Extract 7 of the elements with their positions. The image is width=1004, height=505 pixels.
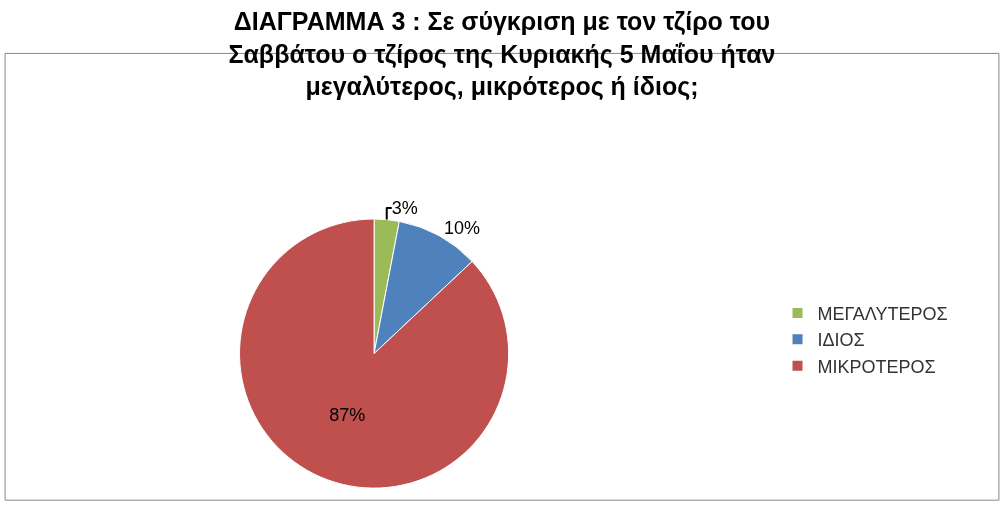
chart-title: ΔΙΑΓΡΑΜΜΑ 3 : Σε σύγκριση με τον τζίρο του Σαββάτου ο τζίρος της Κυριακής 5 Μαΐου ήταν μεγαλύτερος, μικρότερος ή ίδιος; xyxy=(228,7,776,102)
legend-label: ΜΙΚΡΟΤΕΡΟΣ xyxy=(817,356,936,377)
legend-label: ΜΕΓΑΛΥΤΕΡΟΣ xyxy=(817,303,948,324)
legend-label: ΙΔΙΟΣ xyxy=(817,330,865,351)
data-label: 3% xyxy=(391,197,418,218)
data-label: 87% xyxy=(329,405,366,426)
data-label: 10% xyxy=(443,217,480,238)
